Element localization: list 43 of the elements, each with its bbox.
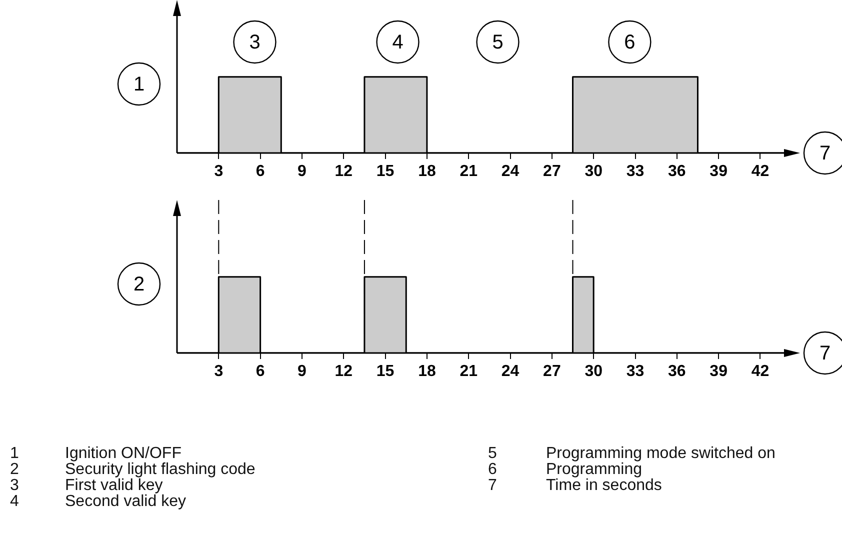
x-tick-label: 18 <box>418 363 436 380</box>
text: 5 <box>492 32 504 54</box>
x-tick-label: 6 <box>256 363 265 380</box>
x-axis-title: 7 <box>819 142 831 165</box>
text: 7 Time in seconds <box>488 477 662 494</box>
x-tick-label: 36 <box>668 163 686 180</box>
text: 6 <box>624 32 636 54</box>
text: 3 First valid key <box>10 477 163 494</box>
x-tick-label: 42 <box>751 363 770 380</box>
x-tick-label: 15 <box>376 163 394 180</box>
x-tick-label: 30 <box>584 363 603 380</box>
x-tick-label: 42 <box>751 163 770 180</box>
x-tick-label: 3 <box>214 163 224 180</box>
x-tick-label: 39 <box>710 163 728 180</box>
x-tick-label: 15 <box>376 363 394 380</box>
x-tick-label: 24 <box>501 163 520 180</box>
text: 2 Security light flashing code <box>10 461 256 478</box>
x-tick-label: 3 <box>214 363 224 380</box>
x-tick-label: 21 <box>460 163 478 180</box>
x-tick-label: 36 <box>668 363 686 380</box>
x-tick-label: 6 <box>256 163 265 180</box>
x-axis-title: 7 <box>819 342 831 365</box>
x-tick-label: 33 <box>626 163 644 180</box>
text: 6 Programming <box>488 461 642 478</box>
x-tick-label: 27 <box>543 163 561 180</box>
x-tick-label: 9 <box>298 363 307 380</box>
text: 1 Ignition ON/OFF <box>10 445 182 462</box>
text: 5 Programming mode switched on <box>488 445 776 462</box>
x-tick-label: 18 <box>418 163 436 180</box>
y-axis-title: 1 <box>133 74 145 96</box>
text: 4 Second valid key <box>10 493 186 510</box>
x-tick-label: 12 <box>334 363 353 380</box>
y-axis-title: 2 <box>133 274 145 296</box>
x-tick-label: 27 <box>543 363 561 380</box>
x-tick-label: 9 <box>298 163 307 180</box>
x-tick-label: 12 <box>334 163 353 180</box>
x-tick-label: 24 <box>501 363 520 380</box>
text: 4 <box>392 32 404 54</box>
x-tick-label: 30 <box>584 163 603 180</box>
text: 3 <box>249 32 260 54</box>
x-tick-label: 39 <box>710 363 728 380</box>
x-tick-label: 33 <box>626 363 644 380</box>
x-tick-label: 21 <box>460 363 478 380</box>
